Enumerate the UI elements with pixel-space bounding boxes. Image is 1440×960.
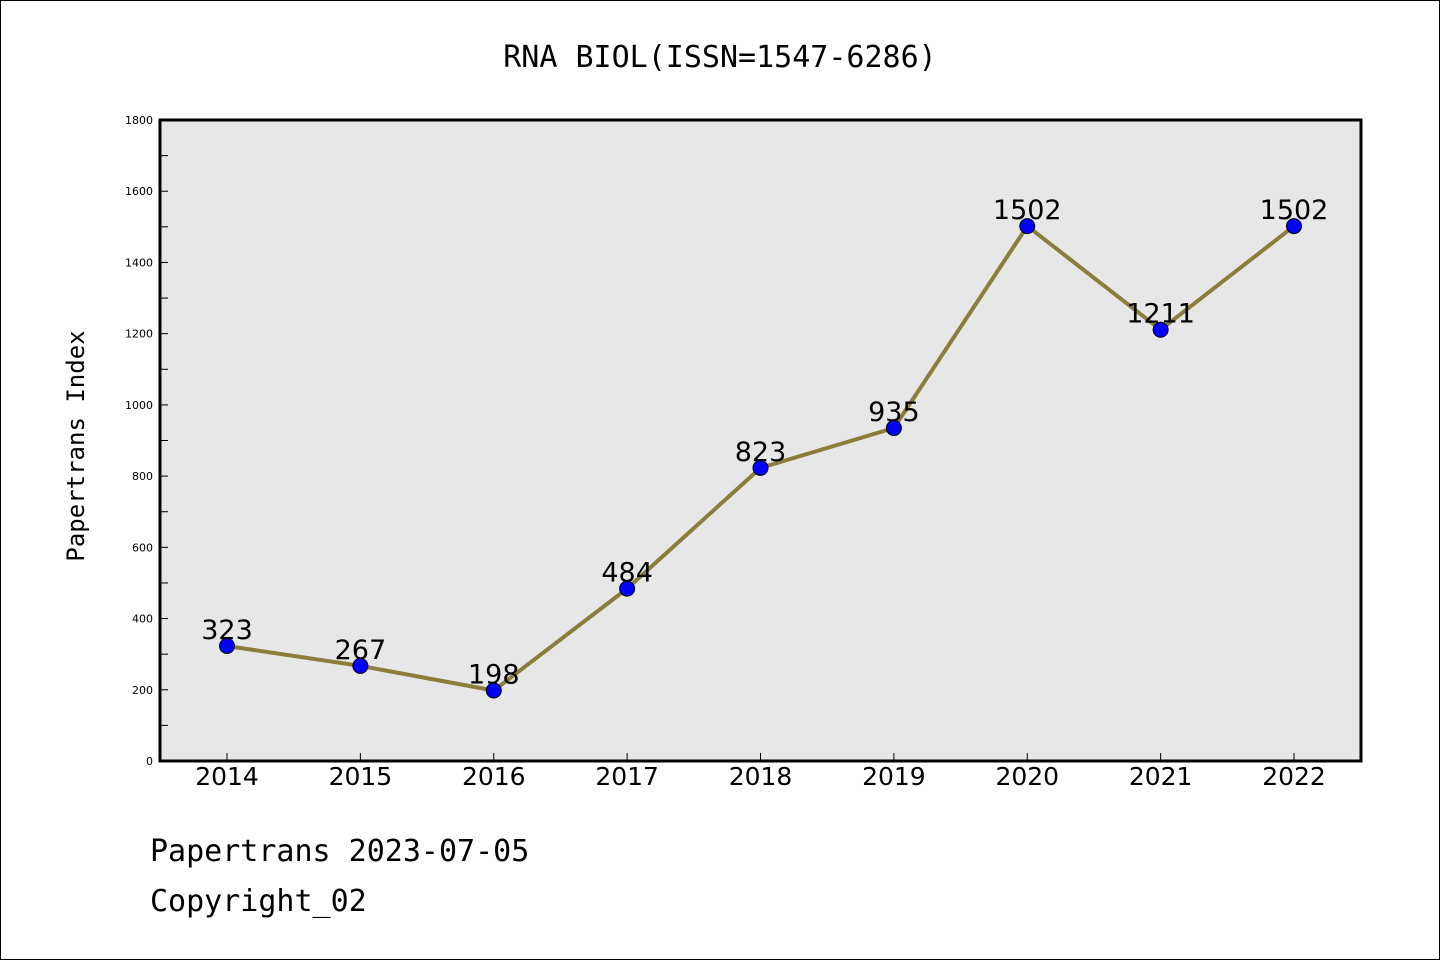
- plot-area: [158, 118, 1363, 763]
- x-tick-label: 2021: [1129, 762, 1193, 791]
- y-tick-label: 600: [132, 541, 153, 554]
- data-point: [352, 657, 369, 674]
- x-tick-label: 2019: [862, 762, 926, 791]
- y-tick-label: 800: [132, 470, 153, 483]
- x-tick-label: 2015: [329, 762, 393, 791]
- y-tick-label: 1200: [125, 328, 153, 341]
- data-point: [1152, 321, 1169, 338]
- x-tick-label: 2020: [995, 762, 1059, 791]
- footer-copyright: Copyright_02: [150, 884, 367, 919]
- y-tick-label: 1600: [125, 185, 153, 198]
- y-tick-label: 1400: [125, 256, 153, 269]
- x-axis: 2014 2015 2016 2017 2018 2019 2020 2021 2022: [195, 753, 1326, 791]
- x-tick-label: 2014: [195, 762, 259, 791]
- data-point: [619, 580, 636, 597]
- x-tick-label: 2017: [595, 762, 659, 791]
- y-axis: 0 200 400 600 800 1000 1200 1400 1600 1800: [125, 114, 168, 768]
- x-tick-label: 2022: [1262, 762, 1326, 791]
- y-tick-label: 400: [132, 613, 153, 626]
- footer-date: Papertrans 2023-07-05: [150, 834, 530, 869]
- y-tick-label: 1800: [125, 114, 153, 127]
- x-tick-label: 2016: [462, 762, 526, 791]
- data-point: [219, 637, 235, 654]
- data-point: [1019, 218, 1036, 235]
- y-tick-label: 1000: [125, 399, 153, 412]
- data-point: [752, 459, 769, 476]
- data-point: [485, 682, 502, 699]
- y-tick-label: 200: [132, 684, 153, 697]
- x-tick-label: 2018: [729, 762, 793, 791]
- data-point: [1286, 218, 1302, 235]
- y-axis-label: Papertrans Index: [62, 330, 90, 561]
- y-tick-label: 0: [146, 755, 153, 768]
- data-point: [885, 420, 902, 437]
- chart-title: RNA BIOL(ISSN=1547-6286): [503, 40, 936, 75]
